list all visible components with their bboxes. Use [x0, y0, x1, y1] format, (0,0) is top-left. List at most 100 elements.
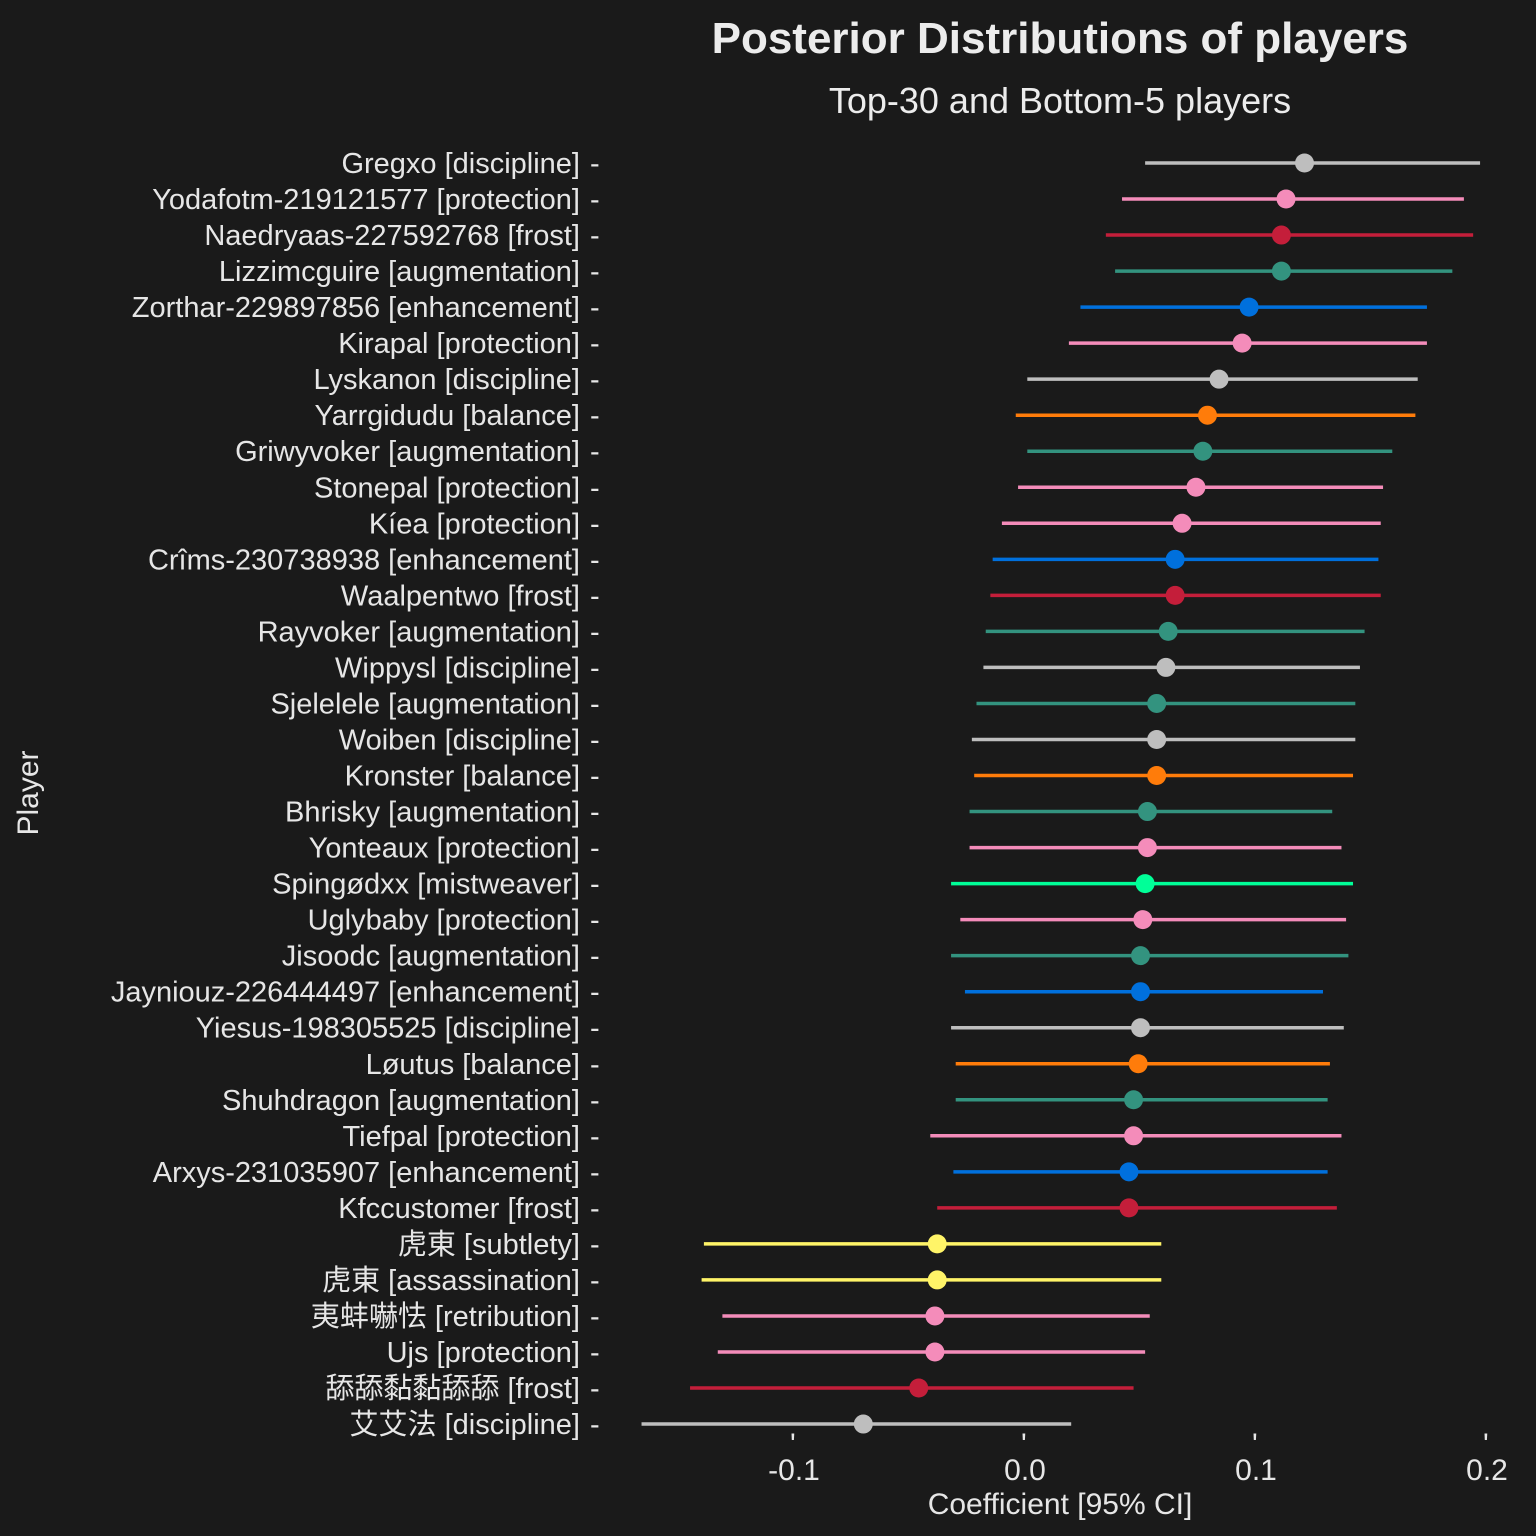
player-row: 艾艾法 [discipline] -	[350, 1408, 1072, 1441]
mean-point	[1271, 261, 1291, 281]
player-row: Kíea [protection] -	[369, 508, 1381, 540]
y-tick-mark: -	[590, 508, 600, 540]
y-tick-mark: -	[590, 400, 600, 432]
player-row: Bhrisky [augmentation] -	[285, 797, 1333, 829]
mean-point	[1131, 1018, 1150, 1038]
player-label: Waalpentwo [frost]	[341, 580, 580, 612]
mean-point	[1137, 802, 1157, 822]
player-row: Kirapal [protection] -	[338, 328, 1427, 360]
player-row: Yonteaux [protection] -	[309, 833, 1342, 865]
y-tick-mark: -	[590, 977, 600, 1009]
y-tick-mark: -	[590, 905, 600, 937]
player-row: 虎東 [assassination] -	[322, 1264, 1162, 1297]
player-label: 夷蚌嚇怯 [retribution]	[311, 1300, 580, 1333]
player-label: Yodafotm-219121577 [protection]	[152, 184, 580, 216]
player-label: Sjelelele [augmentation]	[270, 688, 580, 720]
player-label: 虎東 [assassination]	[322, 1264, 580, 1297]
x-tick-label: 0.0	[1004, 1454, 1046, 1487]
x-tick-label: -0.1	[768, 1454, 820, 1487]
y-tick-mark: -	[590, 688, 600, 720]
mean-point	[1165, 549, 1185, 569]
player-label: Løutus [balance]	[366, 1049, 580, 1081]
mean-point	[1147, 693, 1167, 713]
player-label: Stonepal [protection]	[314, 472, 580, 504]
y-tick-mark: -	[590, 1193, 600, 1225]
y-tick-mark: -	[590, 1301, 600, 1333]
y-tick-mark: -	[590, 184, 600, 216]
player-row: Crîms-230738938 [enhancement] -	[148, 544, 1379, 576]
mean-point	[1124, 1090, 1144, 1110]
player-label: Jisoodc [augmentation]	[282, 941, 580, 973]
y-tick-mark: -	[590, 1121, 600, 1153]
y-tick-mark: -	[590, 941, 600, 973]
player-row: Yarrgidudu [balance] -	[315, 400, 1416, 432]
player-row: Tiefpal [protection] -	[343, 1121, 1342, 1153]
player-row: Naedryaas-227592768 [frost] -	[204, 220, 1474, 252]
mean-point	[1133, 910, 1153, 930]
player-row: Yodafotm-219121577 [protection] -	[152, 184, 1464, 216]
player-row: Zorthar-229897856 [enhancement] -	[132, 292, 1427, 324]
mean-point	[1147, 766, 1167, 786]
mean-point	[1158, 621, 1178, 641]
player-label: Naedryaas-227592768 [frost]	[204, 220, 580, 252]
player-row: Stonepal [protection] -	[314, 472, 1384, 504]
mean-point	[1119, 1162, 1139, 1182]
player-label: Ujs [protection]	[387, 1337, 580, 1369]
player-row: Kfccustomer [frost] -	[338, 1193, 1337, 1225]
player-label: Rayvoker [augmentation]	[258, 616, 580, 648]
mean-point	[927, 1234, 947, 1254]
y-tick-mark: -	[590, 1049, 600, 1081]
player-label: Yonteaux [protection]	[309, 833, 580, 865]
player-row: Sjelelele [augmentation] -	[270, 688, 1356, 720]
mean-point	[1186, 477, 1206, 497]
player-row: Woiben [discipline] -	[339, 724, 1356, 756]
y-tick-mark: -	[590, 1157, 600, 1189]
player-label: Jayniouz-226444497 [enhancement]	[111, 977, 580, 1009]
y-tick-mark: -	[590, 761, 600, 793]
x-tick-mark: '	[1021, 1428, 1027, 1461]
y-tick-mark: -	[590, 328, 600, 360]
mean-point	[1119, 1198, 1139, 1218]
y-tick-mark: -	[590, 472, 600, 504]
player-label: 艾艾法 [discipline]	[350, 1408, 580, 1441]
x-tick-mark: '	[1483, 1428, 1489, 1461]
y-tick-mark: -	[590, 292, 600, 324]
y-tick-mark: -	[590, 220, 600, 252]
y-tick-mark: -	[590, 148, 600, 180]
mean-point	[1295, 153, 1315, 173]
mean-point	[927, 1270, 947, 1290]
x-axis-title: Coefficient [95% CI]	[928, 1488, 1193, 1521]
mean-point	[1276, 189, 1296, 209]
player-label: Kfccustomer [frost]	[338, 1193, 580, 1225]
mean-point	[1165, 585, 1185, 605]
mean-point	[925, 1342, 945, 1362]
y-tick-mark: -	[590, 1337, 600, 1369]
player-label: Kronster [balance]	[345, 761, 580, 793]
mean-point	[1128, 1054, 1148, 1074]
player-row: Spingødxx [mistweaver] -	[272, 869, 1354, 901]
player-label: Shuhdragon [augmentation]	[222, 1085, 580, 1117]
player-row: Jisoodc [augmentation] -	[282, 941, 1349, 973]
y-tick-mark: -	[590, 1229, 600, 1261]
player-label: 舔舔黏黏舔舔 [frost]	[325, 1372, 580, 1405]
player-row: Yiesus-198305525 [discipline] -	[196, 1013, 1344, 1045]
y-tick-mark: -	[590, 833, 600, 865]
player-label: Tiefpal [protection]	[343, 1121, 581, 1153]
y-tick-mark: -	[590, 869, 600, 901]
player-row: Gregxo [discipline] -	[341, 148, 1481, 180]
mean-point	[1271, 225, 1291, 245]
y-tick-mark: -	[590, 256, 600, 288]
y-tick-mark: -	[590, 436, 600, 468]
player-row: Arxys-231035907 [enhancement] -	[153, 1157, 1328, 1189]
mean-point	[1239, 297, 1259, 317]
y-tick-mark: -	[590, 1409, 600, 1441]
mean-point	[1131, 982, 1150, 1002]
player-label: Spingødxx [mistweaver]	[272, 869, 580, 901]
x-tick-mark: '	[1252, 1428, 1258, 1461]
y-tick-mark: -	[590, 724, 600, 756]
player-label: Kíea [protection]	[369, 508, 580, 540]
y-tick-mark: -	[590, 797, 600, 829]
player-label: Wippysl [discipline]	[335, 652, 580, 684]
player-row: Løutus [balance] -	[366, 1049, 1330, 1081]
player-label: Yiesus-198305525 [discipline]	[196, 1013, 580, 1045]
